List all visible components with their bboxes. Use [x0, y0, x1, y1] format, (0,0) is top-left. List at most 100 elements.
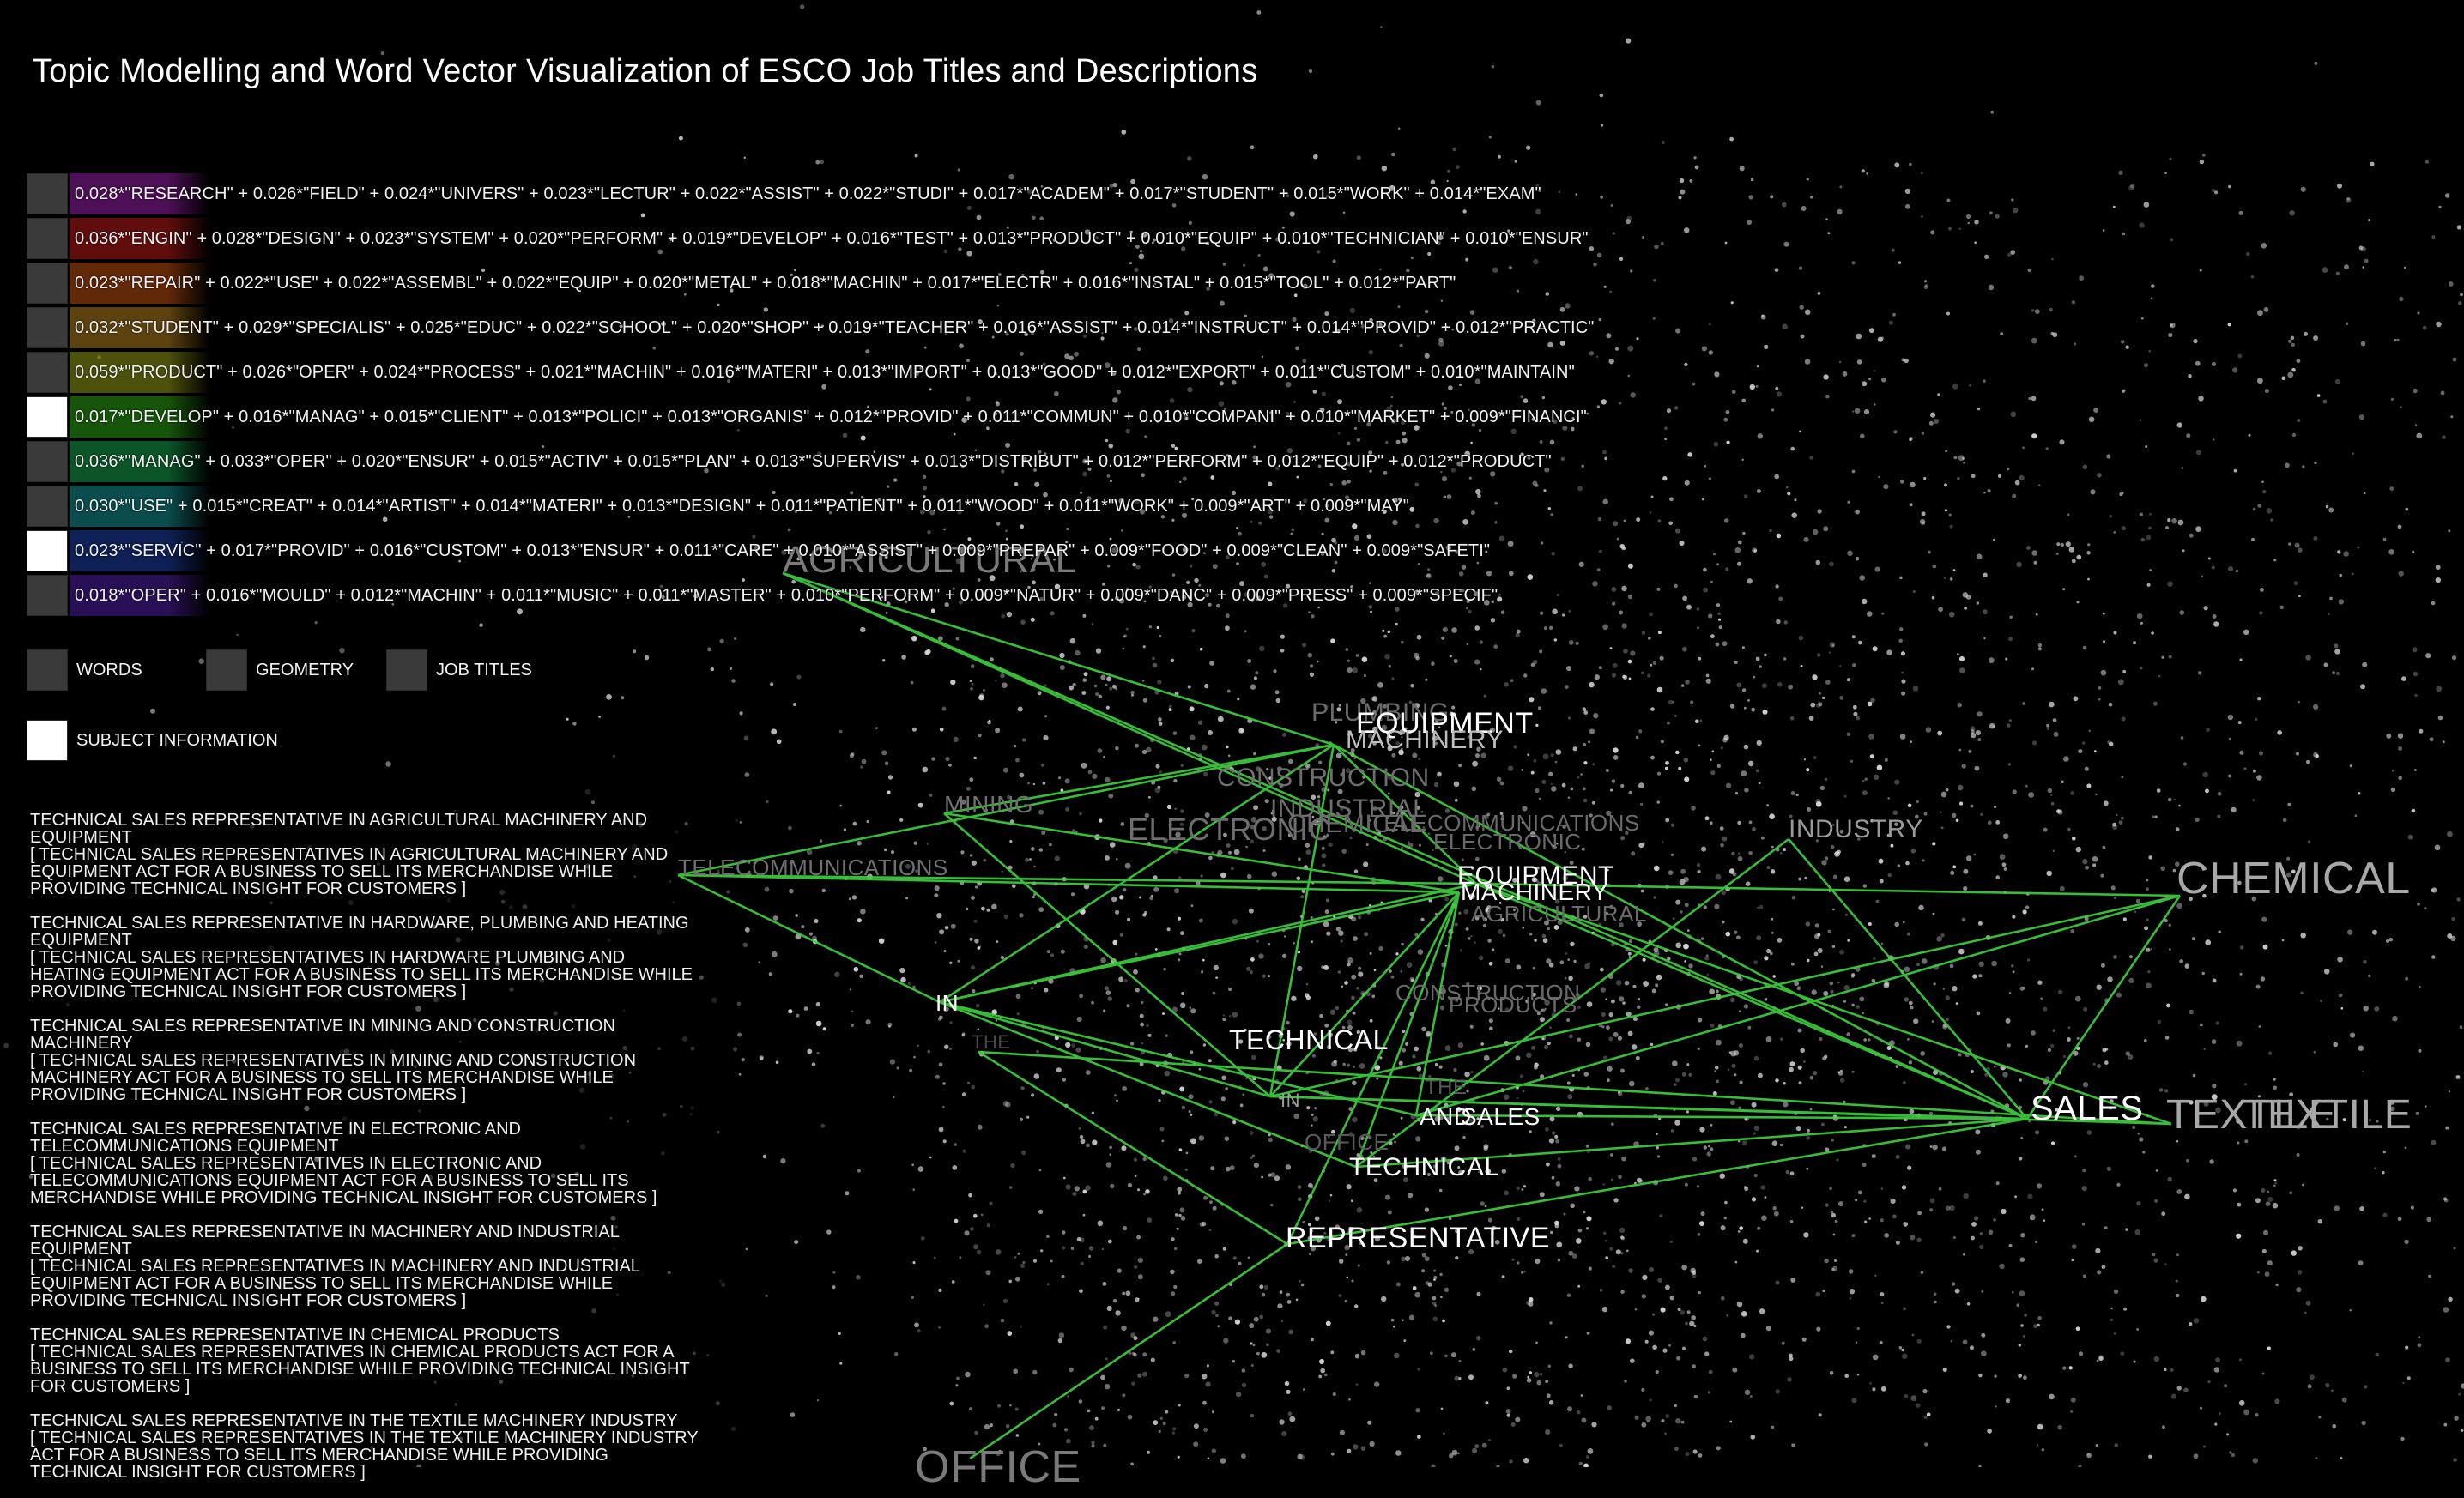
word-vector-point [2139, 419, 2142, 422]
word-vector-point [1450, 1352, 1456, 1358]
word-vector-point [1014, 1256, 1017, 1259]
word-vector-point [1087, 1409, 1091, 1413]
word-vector-point [1337, 970, 1341, 974]
word-vector-point [1851, 1398, 1857, 1404]
word-vector-point [1323, 921, 1329, 927]
word-vector-point [1952, 1235, 1956, 1240]
word-vector-point [955, 1384, 959, 1387]
word-vector-point [587, 1072, 592, 1077]
word-vector-point [1738, 1042, 1743, 1048]
word-vector-point [938, 1127, 944, 1133]
word-vector-point [739, 821, 742, 824]
word-vector-point [1734, 792, 1739, 795]
topic-toggle-6[interactable] [27, 396, 68, 438]
word-vector-point [1904, 966, 1910, 973]
word-vector-point [1449, 655, 1452, 658]
topic-toggle-5[interactable] [27, 352, 68, 393]
word-vector-point [1815, 1291, 1821, 1297]
word-vector-point [86, 1039, 90, 1044]
word-vector-point [1187, 601, 1193, 608]
word-vector-point [1201, 744, 1208, 751]
word-vector-point [1322, 863, 1326, 867]
topic-toggle-1[interactable] [27, 173, 68, 214]
word-vector-point [457, 1436, 463, 1442]
word-vector-point [1338, 1259, 1344, 1264]
word-vector-point [1121, 130, 1127, 135]
word-vector-point [1105, 1357, 1108, 1360]
word-vector-point [954, 1143, 957, 1146]
word-vector-point [739, 711, 743, 716]
word-vector-point [1698, 744, 1701, 747]
word-vector-point [1684, 362, 1688, 367]
word-vector-point [2338, 599, 2345, 605]
word-vector-point [852, 821, 857, 826]
word-vector-point [1268, 975, 1270, 978]
word-vector-point [1394, 1352, 1400, 1359]
word-vector-point [1700, 937, 1704, 940]
word-vector-point [1929, 1145, 1933, 1148]
word-vector-point [1710, 1123, 1713, 1127]
word-vector-point [1318, 760, 1323, 764]
word-vector-point [2067, 1037, 2071, 1042]
word-vector-point [1809, 1108, 1813, 1111]
word-vector-point [2086, 783, 2092, 788]
word-vector-point [2150, 297, 2153, 300]
topic-toggle-2[interactable] [27, 218, 68, 259]
word-vector-point [1621, 1156, 1626, 1162]
word-vector-point [1331, 1060, 1337, 1067]
word-vector-point [1402, 825, 1405, 830]
word-vector-point [1353, 869, 1359, 873]
word-vector-point [1546, 1162, 1550, 1167]
word-vector-point [899, 967, 905, 974]
word-vector-point [1678, 766, 1682, 770]
word-vector-point [1297, 965, 1303, 972]
word-vector-point [995, 1249, 1002, 1255]
word-vector-point [1594, 674, 1600, 680]
word-vector-point [776, 739, 782, 745]
word-vector-point [1619, 1227, 1626, 1233]
word-vector-point [1353, 426, 1357, 430]
word-vector-point [1776, 533, 1782, 539]
word-vector-point [2103, 640, 2105, 643]
word-vector-point [2461, 1383, 2464, 1389]
word-vector-point [1499, 781, 1504, 786]
word-vector-scene[interactable] [0, 0, 2464, 1467]
word-vector-point [1601, 1306, 1608, 1313]
word-vector-point [1887, 797, 1890, 800]
word-vector-point [88, 1255, 91, 1259]
word-vector-point [1607, 1078, 1610, 1082]
word-vector-point [1112, 1299, 1117, 1303]
word-vector-point [2425, 1105, 2427, 1108]
word-vector-point [1310, 916, 1313, 920]
word-vector-point [1007, 1331, 1013, 1336]
topic-toggle-3[interactable] [27, 263, 68, 304]
word-vector-point [978, 694, 984, 701]
word-vector-point [1005, 1424, 1010, 1429]
word-vector-point [2217, 814, 2221, 818]
word-vector-point [1441, 636, 1445, 640]
topic-toggle-4[interactable] [27, 307, 68, 348]
word-vector-point [1874, 403, 1876, 406]
word-vector-point [1392, 519, 1398, 526]
topic-toggle-7[interactable] [27, 441, 68, 482]
word-vector-point [1474, 1444, 1480, 1449]
word-vector-point [1338, 704, 1341, 707]
word-vector-point [1733, 1050, 1740, 1056]
word-vector-point [2118, 820, 2123, 825]
word-vector-point [1595, 355, 1599, 358]
word-vector-point [2195, 360, 2201, 366]
word-vector-point [1400, 640, 1404, 644]
word-vector-point [1957, 703, 1962, 708]
word-vector-point [2291, 1250, 2297, 1256]
word-vector-point [1548, 625, 1553, 630]
word-vector-point [1656, 974, 1662, 981]
word-vector-point [2074, 342, 2077, 346]
topic-list: 0.028*"RESEARCH" + 0.026*"FIELD" + 0.024… [27, 172, 1594, 618]
word-vector-point [1398, 1060, 1403, 1066]
word-vector-point [1347, 462, 1352, 467]
word-vector-point [1929, 1198, 1935, 1204]
word-vector-point [1400, 1116, 1403, 1120]
word-vector-point [1643, 981, 1649, 987]
word-vector-point [2110, 885, 2116, 891]
word-vector-point [1602, 1231, 1607, 1235]
